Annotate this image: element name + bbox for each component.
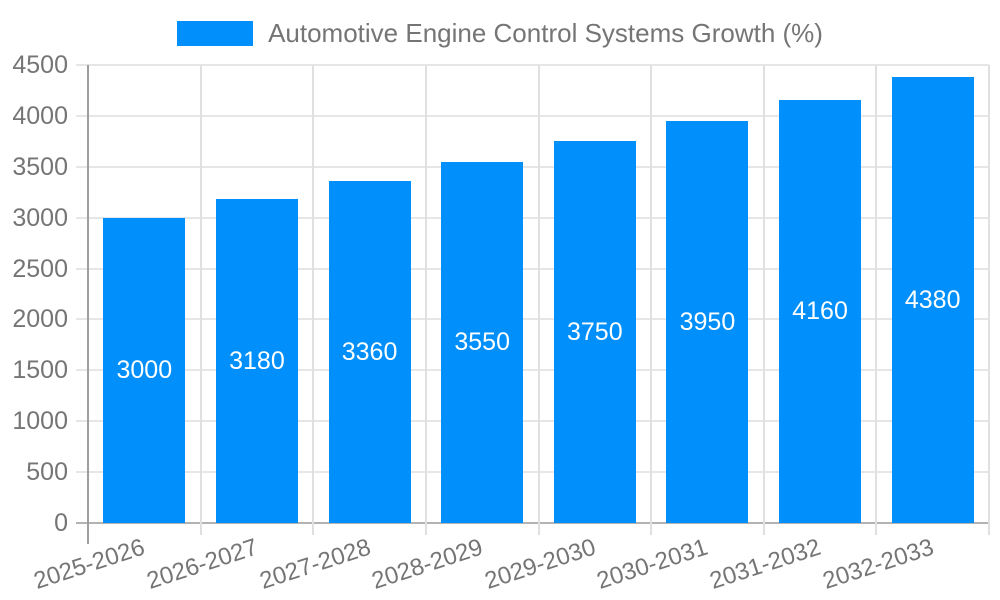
bar-value-label: 4380 xyxy=(904,286,961,315)
bar[interactable] xyxy=(215,199,298,523)
bar[interactable] xyxy=(553,141,636,523)
x-axis-baseline xyxy=(76,522,989,524)
y-gridline xyxy=(76,216,989,219)
x-gridline xyxy=(199,65,202,535)
x-gridline xyxy=(312,65,315,535)
x-gridline xyxy=(650,65,653,535)
bar-value-label: 3360 xyxy=(341,338,398,366)
bar[interactable] xyxy=(779,99,862,523)
bar-value-label: 3750 xyxy=(567,318,623,347)
y-gridline xyxy=(76,165,989,168)
x-gridline xyxy=(762,65,765,535)
y-gridline xyxy=(76,420,989,423)
y-gridline xyxy=(76,114,989,117)
y-axis-line xyxy=(87,65,89,544)
y-tick-label: 3500 xyxy=(12,152,68,181)
y-tick-label: 2500 xyxy=(12,254,68,283)
legend-swatch xyxy=(177,20,254,46)
y-gridline xyxy=(76,471,989,474)
x-gridline xyxy=(875,65,878,535)
bar[interactable] xyxy=(328,181,411,523)
y-tick-label: 2000 xyxy=(12,305,68,334)
y-tick-label: 0 xyxy=(54,509,68,537)
bar[interactable] xyxy=(103,217,186,523)
y-tick-label: 500 xyxy=(26,458,68,487)
x-gridline xyxy=(537,65,540,535)
legend-label: Automotive Engine Control Systems Growth… xyxy=(268,17,823,48)
bar-value-label: 4160 xyxy=(792,297,848,326)
y-gridline xyxy=(76,64,989,66)
bar-value-label: 3550 xyxy=(454,328,510,357)
bar[interactable] xyxy=(441,161,524,523)
y-gridline xyxy=(76,267,989,270)
y-tick-label: 4000 xyxy=(12,101,68,130)
bar-value-label: 3950 xyxy=(679,307,736,336)
y-tick-label: 3000 xyxy=(12,203,68,232)
bar[interactable] xyxy=(666,120,749,523)
y-tick-label: 1000 xyxy=(12,407,68,436)
y-gridline xyxy=(76,318,989,321)
x-gridline xyxy=(988,65,990,535)
bar[interactable] xyxy=(891,77,974,523)
bar-value-label: 3180 xyxy=(229,347,285,376)
y-tick-label: 1500 xyxy=(12,356,68,385)
y-gridline xyxy=(76,369,989,372)
bar-value-label: 3000 xyxy=(116,356,173,385)
x-gridline xyxy=(424,65,427,535)
y-tick-label: 4500 xyxy=(12,51,68,79)
legend[interactable]: Automotive Engine Control Systems Growth… xyxy=(0,18,1000,48)
